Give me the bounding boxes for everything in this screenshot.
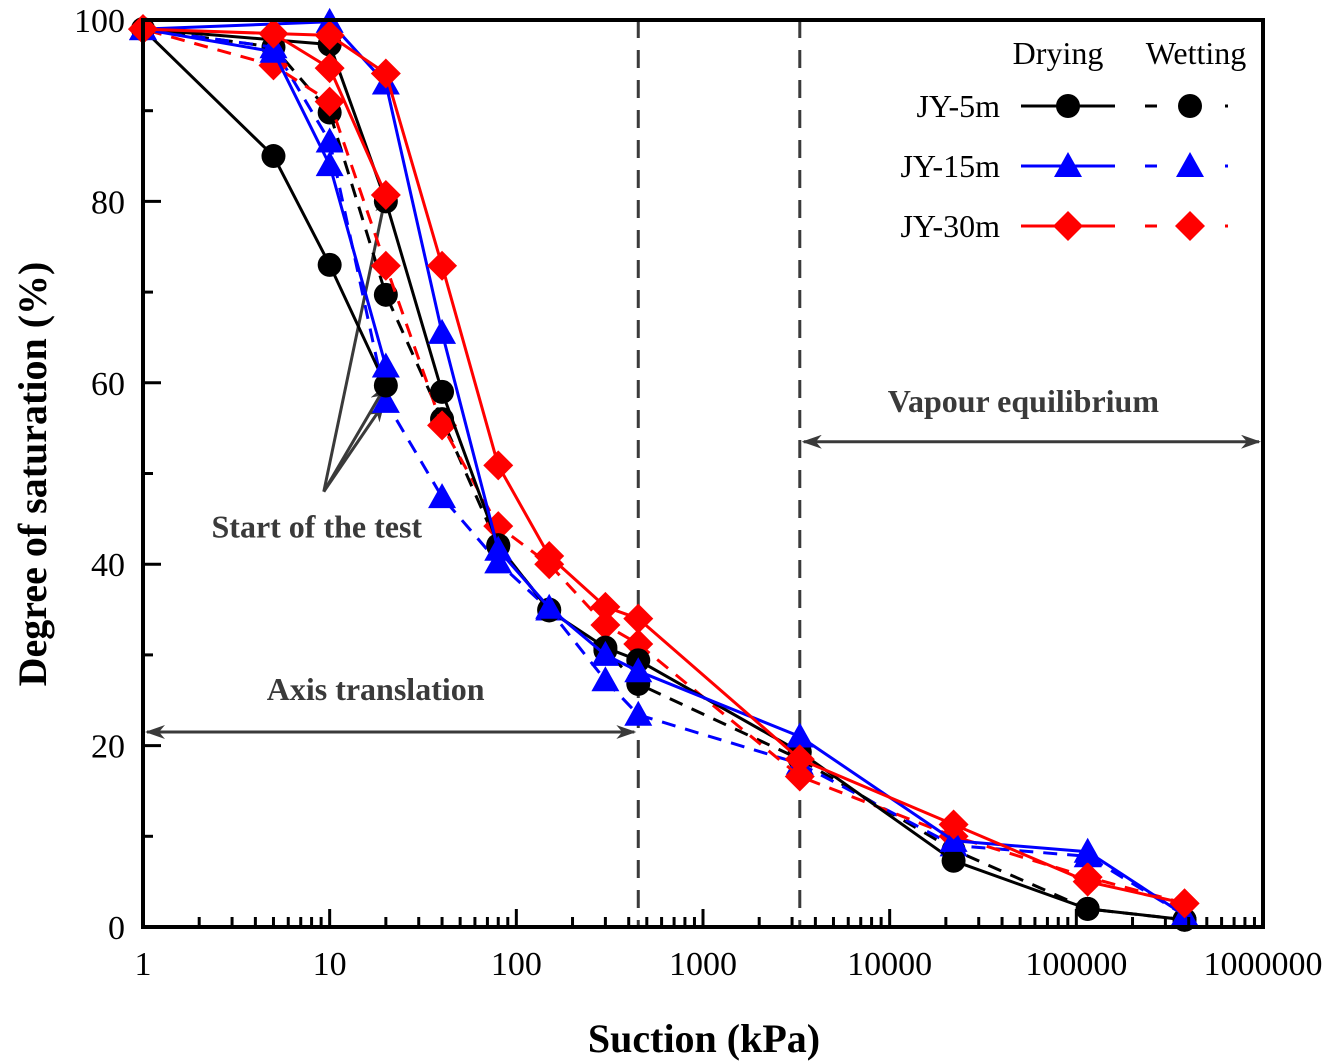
x-tick-label: 1000000 bbox=[1204, 946, 1323, 983]
data-point bbox=[941, 848, 966, 873]
x-tick-label: 10 bbox=[313, 946, 347, 983]
legend-swatch-drying-marker bbox=[1056, 94, 1080, 118]
data-point bbox=[314, 53, 345, 84]
data-point bbox=[623, 603, 654, 634]
annotations: Axis translation Vapour equilibrium Star… bbox=[145, 193, 1261, 739]
y-tick-label: 100 bbox=[74, 3, 125, 40]
start-of-test-label: Start of the test bbox=[211, 509, 422, 545]
data-point bbox=[314, 86, 345, 117]
x-tick-label: 1000 bbox=[669, 946, 737, 983]
y-tick-label: 60 bbox=[91, 366, 125, 403]
legend-swatch-drying-marker bbox=[1054, 152, 1082, 177]
series-line bbox=[141, 20, 1186, 917]
legend-swatch-drying-marker bbox=[1053, 211, 1083, 241]
data-point bbox=[938, 809, 969, 840]
series-line bbox=[141, 27, 1185, 922]
data-point bbox=[261, 144, 286, 169]
data-point bbox=[590, 591, 621, 622]
data-point bbox=[258, 18, 289, 49]
legend: Drying Wetting JY-5m JY-15m JY-30m bbox=[900, 35, 1246, 244]
axes bbox=[141, 18, 1265, 929]
data-point bbox=[1072, 866, 1103, 897]
data-point bbox=[1169, 888, 1200, 919]
data-point bbox=[371, 387, 400, 413]
series-line bbox=[142, 27, 1185, 905]
data-point bbox=[785, 722, 814, 748]
series-jy-5m-wetting bbox=[131, 17, 1197, 932]
series-jy-5m-drying bbox=[131, 17, 1197, 932]
data-point bbox=[259, 37, 288, 63]
data-point bbox=[1073, 837, 1102, 863]
series-line bbox=[142, 27, 1186, 917]
series-jy-15m-drying bbox=[129, 7, 1199, 927]
data-point bbox=[624, 700, 653, 726]
data-point bbox=[370, 58, 401, 89]
data-point bbox=[534, 541, 565, 572]
data-point bbox=[370, 180, 401, 211]
y-tick-label: 80 bbox=[91, 184, 125, 221]
y-axis-title: Degree of saturation (%) bbox=[10, 262, 55, 687]
data-point bbox=[483, 450, 514, 481]
data-point bbox=[428, 483, 457, 509]
series-line bbox=[142, 27, 1185, 922]
y-tick-label: 20 bbox=[91, 729, 125, 766]
data-point bbox=[315, 151, 344, 177]
start-of-test-arrow bbox=[322, 193, 390, 492]
series-jy-30m-wetting bbox=[128, 14, 1200, 919]
legend-swatch-wetting-marker bbox=[1176, 152, 1204, 177]
vapour-equilibrium-label: Vapour equilibrium bbox=[888, 383, 1160, 419]
legend-header-wetting: Wetting bbox=[1146, 35, 1247, 71]
x-tick-labels: 1 10 100 1000 10000 100000 1000000 bbox=[135, 946, 1323, 983]
plot-frame bbox=[141, 18, 1265, 929]
x-tick-label: 100000 bbox=[1025, 946, 1127, 983]
data-point bbox=[484, 548, 513, 574]
legend-swatch-wetting-marker bbox=[1178, 94, 1202, 118]
start-of-test-arrow bbox=[322, 402, 386, 493]
axis-translation-label: Axis translation bbox=[267, 671, 485, 707]
data-point bbox=[314, 20, 345, 51]
data-point bbox=[591, 640, 620, 666]
y-tick-label: 40 bbox=[91, 547, 125, 584]
series-jy-30m-drying bbox=[128, 14, 1200, 919]
data-point bbox=[784, 744, 815, 775]
data-point bbox=[1075, 896, 1100, 921]
data-point bbox=[535, 593, 564, 619]
legend-header-drying: Drying bbox=[1013, 35, 1104, 71]
data-point bbox=[427, 250, 458, 281]
y-tick-label: 0 bbox=[108, 910, 125, 947]
series-jy-15m-wetting bbox=[129, 15, 1199, 927]
legend-label-jy5m: JY-5m bbox=[916, 88, 1000, 124]
data-point bbox=[373, 282, 398, 307]
data-point bbox=[427, 410, 458, 441]
data-point bbox=[315, 127, 344, 153]
legend-label-jy30m: JY-30m bbox=[900, 208, 1000, 244]
series-line bbox=[141, 27, 1185, 905]
x-axis-title: Suction (kPa) bbox=[588, 1016, 820, 1061]
data-point bbox=[484, 535, 513, 561]
y-tick-labels: 0 20 40 60 80 100 bbox=[74, 3, 125, 947]
legend-swatch-wetting-marker bbox=[1175, 211, 1205, 241]
data-point bbox=[784, 761, 815, 792]
x-tick-label: 10000 bbox=[847, 946, 932, 983]
data-point bbox=[430, 379, 455, 404]
reference-lines bbox=[636, 20, 802, 927]
data-point bbox=[371, 352, 400, 378]
data-point bbox=[373, 373, 398, 398]
data-point bbox=[591, 666, 620, 692]
data-point bbox=[624, 657, 653, 683]
series-layer bbox=[128, 7, 1200, 932]
x-tick-label: 1 bbox=[135, 946, 152, 983]
data-point bbox=[590, 609, 621, 640]
data-point bbox=[428, 318, 457, 344]
data-point bbox=[370, 250, 401, 281]
legend-label-jy15m: JY-15m bbox=[900, 148, 1000, 184]
x-tick-label: 100 bbox=[491, 946, 542, 983]
data-point bbox=[317, 252, 342, 277]
